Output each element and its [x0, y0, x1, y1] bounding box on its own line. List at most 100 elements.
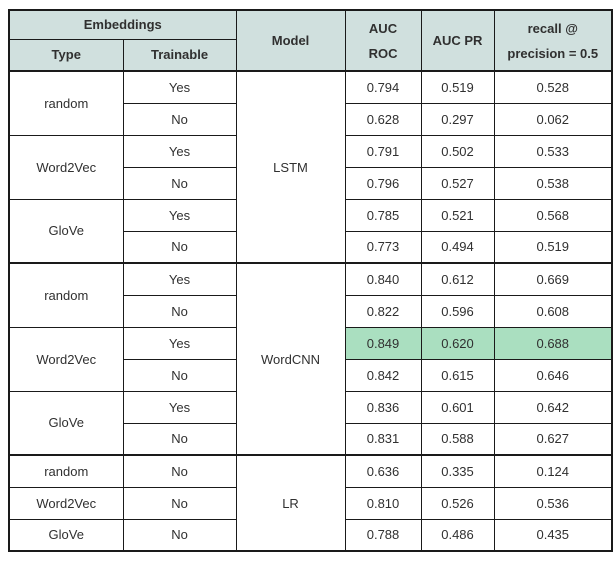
header-embeddings: Embeddings	[8, 9, 237, 40]
cell-auc-pr: 0.519	[420, 70, 495, 104]
cell-auc-roc: 0.785	[344, 198, 422, 232]
cell-trainable: Yes	[122, 326, 237, 360]
cell-auc-pr: 0.486	[420, 518, 495, 552]
cell-type: Word2Vec	[8, 134, 124, 200]
cell-model: WordCNN	[235, 262, 346, 456]
header-type: Type	[8, 38, 124, 72]
cell-auc-pr: 0.601	[420, 390, 495, 424]
cell-recall: 0.528	[493, 70, 613, 104]
cell-trainable: No	[122, 230, 237, 264]
cell-recall-highlighted: 0.688	[493, 326, 613, 360]
table-row-highlighted: Word2Vec Yes 0.849 0.620 0.688	[8, 326, 613, 392]
cell-trainable: No	[122, 166, 237, 200]
cell-recall: 0.627	[493, 422, 613, 456]
cell-recall: 0.538	[493, 166, 613, 200]
table-row: No 0.628 0.297 0.062	[9, 102, 613, 136]
cell-recall: 0.533	[493, 134, 613, 168]
header-trainable: Trainable	[122, 38, 237, 72]
cell-auc-roc: 0.822	[344, 294, 422, 328]
cell-trainable: No	[122, 358, 237, 392]
cell-auc-pr-highlighted: 0.620	[420, 326, 495, 360]
cell-type: Word2Vec	[8, 486, 124, 520]
cell-recall: 0.062	[493, 102, 613, 136]
cell-auc-pr: 0.335	[420, 454, 495, 488]
cell-trainable: No	[122, 518, 237, 552]
cell-auc-roc: 0.831	[344, 422, 422, 456]
table-row: No 0.773 0.494 0.519	[9, 230, 613, 264]
table-body: random Yes LSTM 0.794 0.519 0.528 No 0.6…	[8, 70, 613, 552]
cell-auc-pr: 0.494	[420, 230, 495, 264]
table-row: GloVe Yes 0.785 0.521 0.568	[8, 198, 613, 264]
cell-trainable: No	[122, 486, 237, 520]
cell-auc-roc: 0.773	[344, 230, 422, 264]
cell-recall: 0.435	[493, 518, 613, 552]
header-recall: recall @ precision = 0.5	[493, 9, 613, 72]
cell-auc-roc: 0.796	[344, 166, 422, 200]
cell-recall: 0.124	[493, 454, 613, 488]
cell-type: GloVe	[8, 390, 124, 456]
cell-model: LR	[235, 454, 346, 552]
cell-auc-roc: 0.794	[344, 70, 422, 104]
header-auc-pr: AUC PR	[420, 9, 495, 72]
cell-recall: 0.536	[493, 486, 613, 520]
table-row: random Yes LSTM 0.794 0.519 0.528	[8, 70, 613, 264]
cell-auc-pr: 0.521	[420, 198, 495, 232]
cell-auc-roc: 0.840	[344, 262, 422, 296]
cell-type: random	[8, 70, 124, 136]
cell-auc-roc-highlighted: 0.849	[344, 326, 422, 360]
table-row: No 0.796 0.527 0.538	[9, 166, 613, 200]
cell-trainable: No	[122, 422, 237, 456]
table-header: Embeddings Model AUC ROC AUC PR recall @…	[8, 9, 613, 72]
table-row: GloVe No 0.788 0.486 0.435	[8, 518, 613, 552]
cell-auc-roc: 0.836	[344, 390, 422, 424]
cell-auc-roc: 0.628	[344, 102, 422, 136]
table-row: No 0.842 0.615 0.646	[9, 358, 613, 392]
cell-type: random	[8, 454, 124, 488]
cell-recall: 0.669	[493, 262, 613, 296]
cell-auc-roc: 0.636	[344, 454, 422, 488]
cell-auc-pr: 0.588	[420, 422, 495, 456]
cell-auc-roc: 0.791	[344, 134, 422, 168]
cell-trainable: Yes	[122, 70, 237, 104]
cell-auc-pr: 0.526	[420, 486, 495, 520]
table-row: No 0.831 0.588 0.627	[9, 422, 613, 456]
header-model: Model	[235, 9, 346, 72]
cell-trainable: No	[122, 454, 237, 488]
cell-auc-roc: 0.810	[344, 486, 422, 520]
cell-auc-pr: 0.596	[420, 294, 495, 328]
cell-recall: 0.642	[493, 390, 613, 424]
cell-trainable: No	[122, 294, 237, 328]
cell-recall: 0.519	[493, 230, 613, 264]
header-auc-roc: AUC ROC	[344, 9, 422, 72]
table-row: Word2Vec Yes 0.791 0.502 0.533	[8, 134, 613, 200]
cell-auc-pr: 0.297	[420, 102, 495, 136]
header-recall-line1: recall @	[527, 20, 578, 36]
cell-auc-pr: 0.527	[420, 166, 495, 200]
table-row: random No LR 0.636 0.335 0.124	[8, 454, 613, 552]
table-row: random Yes WordCNN 0.840 0.612 0.669	[8, 262, 613, 456]
results-table: Embeddings Model AUC ROC AUC PR recall @…	[8, 9, 614, 552]
cell-type: GloVe	[8, 198, 124, 264]
cell-model: LSTM	[235, 70, 346, 264]
cell-recall: 0.646	[493, 358, 613, 392]
table-row: GloVe Yes 0.836 0.601 0.642	[8, 390, 613, 456]
cell-type: GloVe	[8, 518, 124, 552]
header-auc-roc-line1: AUC	[368, 20, 398, 36]
table-row: No 0.822 0.596 0.608	[9, 294, 613, 328]
cell-type: random	[8, 262, 124, 328]
cell-trainable: Yes	[122, 134, 237, 168]
cell-recall: 0.608	[493, 294, 613, 328]
cell-auc-roc: 0.842	[344, 358, 422, 392]
cell-auc-pr: 0.502	[420, 134, 495, 168]
cell-trainable: No	[122, 102, 237, 136]
cell-trainable: Yes	[122, 198, 237, 232]
header-recall-line2: precision = 0.5	[507, 45, 599, 61]
header-auc-roc-line2: ROC	[368, 45, 398, 61]
cell-auc-roc: 0.788	[344, 518, 422, 552]
cell-auc-pr: 0.612	[420, 262, 495, 296]
cell-trainable: Yes	[122, 262, 237, 296]
cell-type: Word2Vec	[8, 326, 124, 392]
cell-trainable: Yes	[122, 390, 237, 424]
cell-recall: 0.568	[493, 198, 613, 232]
cell-auc-pr: 0.615	[420, 358, 495, 392]
